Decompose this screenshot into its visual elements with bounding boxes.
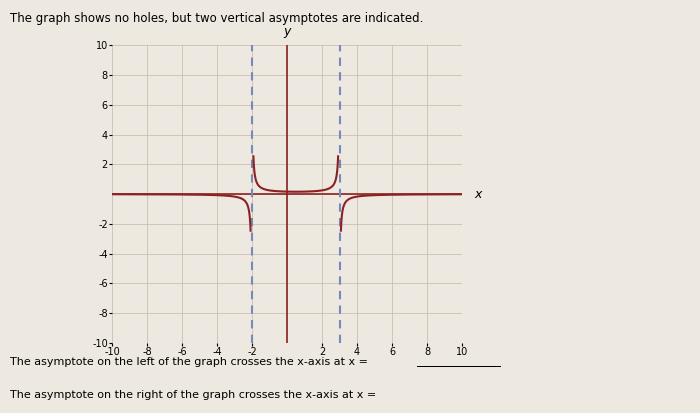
Text: The asymptote on the right of the graph crosses the x-axis at x =: The asymptote on the right of the graph … — [10, 390, 377, 400]
Text: x: x — [475, 188, 482, 201]
Text: y: y — [284, 25, 290, 38]
Text: The graph shows no holes, but two vertical asymptotes are indicated.: The graph shows no holes, but two vertic… — [10, 12, 424, 25]
Text: The asymptote on the left of the graph crosses the x-axis at x =: The asymptote on the left of the graph c… — [10, 357, 368, 367]
